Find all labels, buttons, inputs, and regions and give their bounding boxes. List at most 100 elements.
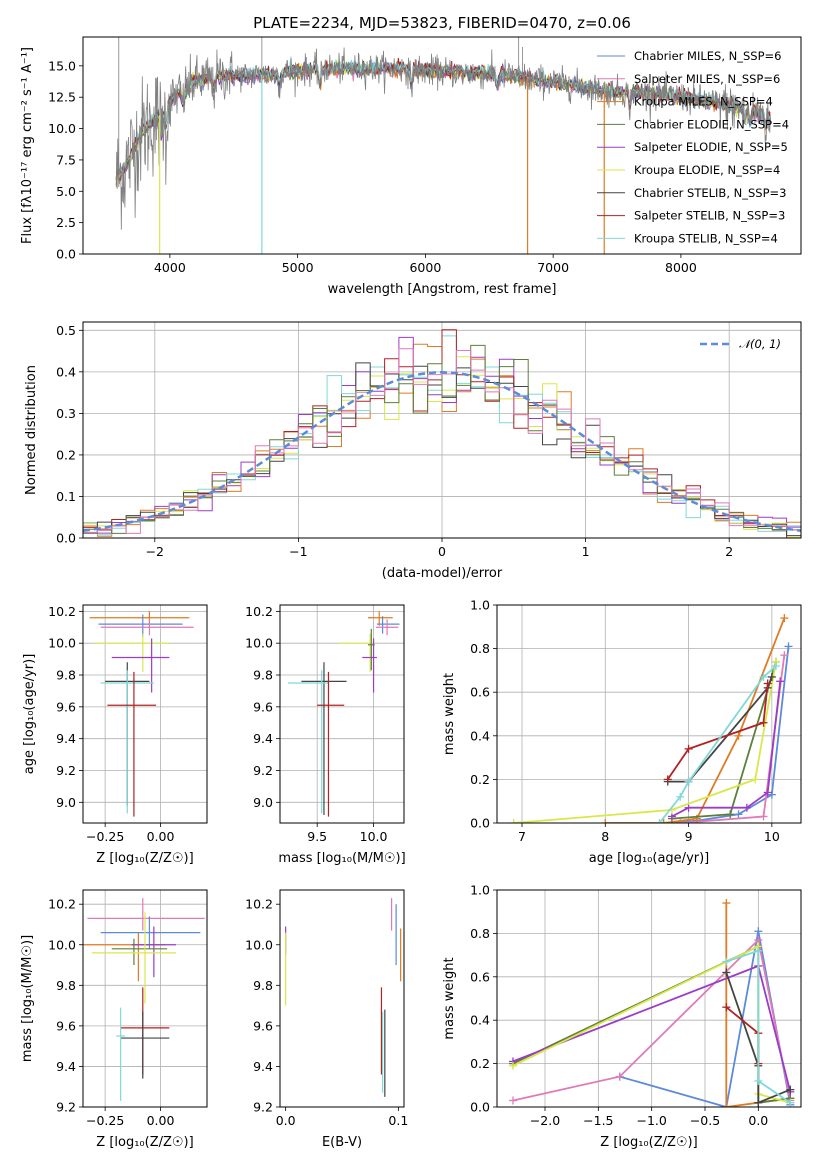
x-tick-label: −1.5 [583, 1113, 613, 1128]
y-tick-label: 0.8 [470, 641, 490, 656]
x-tick-label: 0.0 [748, 1113, 768, 1128]
weight-marker [615, 1072, 624, 1081]
weight-marker [767, 672, 776, 681]
axes-mass_vs_Z: −0.25 0.00 9.2 9.4 9.6 9.8 10.0 10.2 Z [log₁₀(Z/… [20, 889, 208, 1150]
weight-marker [767, 790, 776, 799]
x-tick-label: 9.5 [307, 829, 327, 844]
axes-frame [279, 889, 405, 1108]
weight-marker [763, 679, 772, 688]
errorbar-plot-mass_vs_Z [83, 898, 205, 1101]
residual-histogram [83, 348, 801, 538]
y-tick-label: 9.0 [253, 795, 273, 810]
errorbar-point [120, 1011, 170, 1079]
weight-marker [676, 792, 685, 801]
y-tick-label: 10.0 [245, 636, 273, 651]
weight-plot-weight_vs_age [509, 614, 793, 823]
y-tick-label: 10.2 [48, 897, 76, 912]
y-tick-label: 9.6 [56, 1018, 76, 1033]
y-tick-label: 9.2 [56, 1100, 76, 1115]
x-axis-label: wavelength [Angstrom, rest frame] [328, 282, 557, 297]
errorbar-point [131, 926, 176, 978]
x-tick-label: 6000 [409, 260, 441, 275]
errorbar-point [301, 662, 347, 816]
weight-marker [772, 662, 781, 671]
weight-marker [684, 777, 693, 786]
y-axis-label: mass weight [442, 673, 457, 755]
legend-entry: 𝒩(0, 1) [739, 337, 781, 351]
errorbar-point [107, 671, 157, 817]
y-tick-label: 9.4 [253, 1059, 273, 1074]
y-tick-label: 9.6 [253, 1018, 273, 1033]
y-tick-label: 15.0 [48, 58, 76, 73]
weight-series-line [680, 654, 786, 823]
weight-series-line [726, 949, 791, 1104]
y-tick-label: 0.0 [470, 1100, 490, 1115]
weight-plot-weight_vs_Z [509, 899, 795, 1107]
weight-marker [751, 775, 760, 784]
x-tick-label: 9 [685, 829, 693, 844]
weight-marker [726, 810, 735, 819]
axes-frame [279, 604, 405, 824]
x-tick-label: −1.0 [636, 1113, 666, 1128]
y-tick-label: 1.0 [470, 598, 490, 613]
figure-title: PLATE=2234, MJD=53823, FIBERID=0470, z=0… [253, 14, 631, 32]
y-axis-label: mass weight [442, 957, 457, 1039]
errorbar-point [362, 638, 377, 693]
grid-age_vs_Z [83, 605, 207, 823]
axes-frame [82, 321, 802, 539]
weight-marker [509, 1096, 517, 1105]
y-tick-label: 10.0 [245, 937, 273, 952]
errorbar-point [367, 611, 393, 626]
x-tick-label: −2.0 [530, 1113, 560, 1128]
legend-entry: Chabrier ELODIE, N_SSP=4 [634, 117, 789, 131]
legend-entry: Salpeter ELODIE, N_SSP=5 [634, 140, 788, 154]
legend-entry: Chabrier MILES, N_SSP=6 [634, 49, 781, 63]
x-tick-label: 0.00 [147, 1113, 175, 1128]
weight-marker [754, 946, 763, 955]
errorbar-point [83, 932, 165, 982]
x-tick-label: −2 [146, 544, 164, 559]
errorbar-plot-mass_vs_ebv [285, 898, 402, 1097]
weight-marker [509, 819, 518, 823]
errorbar-plot-age_vs_Z [89, 611, 194, 817]
y-tick-label: 9.4 [56, 1059, 76, 1074]
x-axis-label: E(B-V) [322, 1135, 362, 1150]
y-tick-label: 2.5 [56, 215, 76, 230]
x-axis-label: Z [log₁₀(Z/Z☉)] [96, 851, 193, 866]
y-tick-label: 1.0 [470, 883, 490, 898]
grid-weight_vs_age [497, 604, 801, 824]
y-tick-label: 9.4 [56, 731, 76, 746]
weight-marker [780, 614, 789, 623]
errorbar-point [100, 670, 154, 814]
y-tick-label: 0.3 [56, 406, 76, 421]
y-tick-label: 0.4 [470, 1013, 490, 1028]
legend-entry: Kroupa STELIB, N_SSP=4 [634, 231, 778, 245]
x-tick-label: 0.00 [147, 829, 175, 844]
axes-age_vs_Z: −0.25 0.00 9.0 9.2 9.4 9.6 9.8 10.0 10.2 Z [log₁₀… [22, 604, 208, 866]
weight-series-line [512, 938, 792, 1102]
x-axis-label: (data-model)/error [382, 566, 503, 581]
y-tick-label: 0.0 [56, 531, 76, 546]
axes-residuals: −2 −1 0 1 2 0.0 0.1 0.2 0.3 0.4 0.5 (data-model)/er… [24, 321, 802, 581]
x-tick-label: 10.0 [360, 829, 388, 844]
errorbar-point [100, 619, 194, 636]
weight-marker [655, 819, 664, 823]
y-tick-label: 7.5 [56, 152, 76, 167]
residual-legend: 𝒩(0, 1) [700, 337, 781, 351]
y-tick-label: 9.8 [253, 668, 273, 683]
weight-marker [780, 651, 789, 660]
y-tick-label: 10.0 [48, 121, 76, 136]
y-tick-label: 0.6 [470, 969, 490, 984]
axes-weight_vs_Z: −2.0 −1.5 −1.0 −0.5 0.0 0.0 0.2 0.4 0.6 0.8 1.0 Z [… [442, 883, 802, 1150]
weight-marker [722, 957, 731, 966]
y-tick-label: 9.8 [56, 668, 76, 683]
y-tick-label: 0.0 [470, 816, 490, 831]
axes-frame [82, 604, 208, 824]
weight-marker [722, 968, 731, 977]
weight-marker [786, 1098, 795, 1107]
errorbar-point [339, 633, 376, 672]
weight-marker [722, 1103, 731, 1107]
y-tick-label: 10.0 [48, 636, 76, 651]
errorbar-point [100, 916, 201, 949]
weight-marker [784, 642, 793, 651]
